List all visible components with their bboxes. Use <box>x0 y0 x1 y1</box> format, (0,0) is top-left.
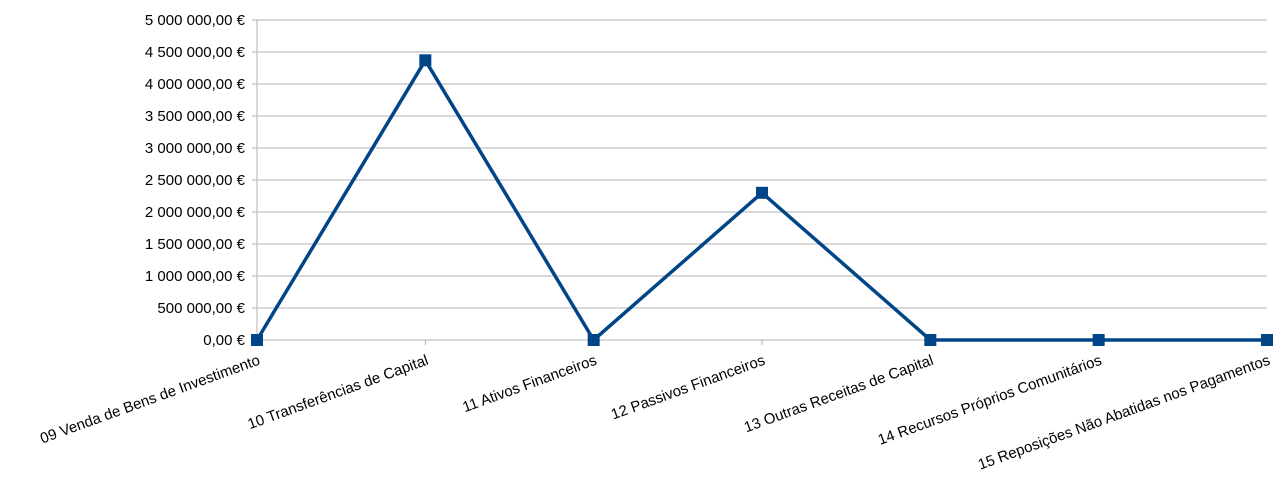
data-point-0-3 <box>756 186 768 199</box>
data-point-0-6 <box>1261 334 1273 346</box>
x-tick-label-0: 09 Venda de Bens de Investimento <box>38 352 262 448</box>
x-tick-label-6: 15 Reposições Não Abatidas nos Pagamento… <box>976 352 1273 474</box>
data-point-0-4 <box>924 334 937 346</box>
y-tick-label-8: 4 000 000,00 € <box>145 76 246 93</box>
axes <box>252 19 1268 345</box>
x-tick-label-3: 12 Passivos Financeiros <box>609 352 768 424</box>
data-point-0-0 <box>251 334 263 346</box>
gridlines <box>257 19 1267 341</box>
x-tick-label-2: 11 Ativos Financeiros <box>460 352 599 416</box>
x-tick-label-1: 10 Transferências de Capital <box>245 352 430 433</box>
y-tick-label-5: 2 500 000,00 € <box>145 172 246 189</box>
y-tick-label-2: 1 000 000,00 € <box>145 268 246 285</box>
y-tick-label-3: 1 500 000,00 € <box>145 236 246 253</box>
y-tick-label-9: 4 500 000,00 € <box>145 44 246 61</box>
data-point-0-1 <box>419 54 432 67</box>
y-tick-label-7: 3 500 000,00 € <box>145 108 246 125</box>
series-line-0 <box>255 58 1269 342</box>
y-axis-tick-labels: 0,00 € 500 000,00 € 1 000 000,00 € 1 500 00… <box>145 12 246 349</box>
data-point-0-2 <box>587 334 600 346</box>
y-tick-label-10: 5 000 000,00 € <box>145 12 246 29</box>
y-tick-label-4: 2 000 000,00 € <box>145 204 246 221</box>
y-tick-label-6: 3 000 000,00 € <box>145 140 246 157</box>
data-point-0-5 <box>1092 334 1105 346</box>
series-group <box>251 54 1273 346</box>
y-tick-label-1: 500 000,00 € <box>157 300 245 317</box>
y-tick-label-0: 0,00 € <box>203 332 245 349</box>
